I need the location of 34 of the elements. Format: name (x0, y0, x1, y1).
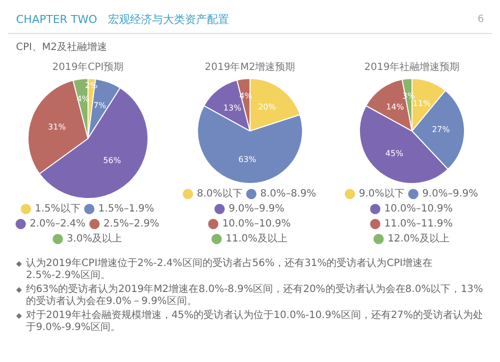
data-label: 31% (48, 122, 66, 132)
legend-label: 1.5%以下 (34, 202, 80, 215)
chart-title: 2019年CPI预期 (51, 60, 125, 74)
text: 6 (478, 14, 484, 25)
data-label: 63% (238, 154, 257, 164)
legend-label: 10.0%–10.9% (222, 218, 291, 230)
legend-label: 9.0%以下 (358, 188, 404, 200)
text: CPI、M2及社融增速 (15, 40, 108, 54)
text: CHAPTER TWO 宏观经济与大类资产配置 (16, 12, 230, 27)
chart-title: 2019年社融增速预期 (363, 60, 461, 74)
chart-title: 2019年M2增速预期 (204, 60, 296, 74)
legend-label: 9.0%–9.9% (228, 204, 284, 215)
text: 约63%的受访者认为2019年M2增速在8.0%-8.9%区间，还有20%的受访者认为会在8.0%以下，13%的受访者认为会在9.0%－9.9%区间。 (26, 284, 484, 308)
legend-label: 1.5%–1.9% (98, 204, 154, 215)
legend-label: 2.0%–2.4% (30, 218, 86, 230)
text: 认为2019年CPI增速位于2%-2.4%区间的受访者占56%，还有31%的受访者认为CPI增速在2.5%-2.9%区间。 (26, 258, 434, 282)
data-label: 56% (103, 156, 122, 166)
data-label: 45% (385, 148, 404, 158)
legend-label: 9.0%–9.9% (422, 188, 478, 200)
data-label: 20% (258, 102, 276, 112)
legend-label: 3.0%及以上 (66, 232, 122, 245)
legend-label: 8.0%以下 (196, 188, 242, 200)
legend-label: 2.5%–2.9% (104, 218, 160, 230)
data-label: 11% (412, 98, 432, 108)
text: 对于2019年社会融资规模增速，45%的受访者认为位于10.0%-10.9%区间，还有27%的受访者认为处于9.0%-9.9%区间。 (26, 310, 484, 334)
data-label: 27% (432, 125, 450, 134)
legend-label: 10.0%–10.9% (384, 204, 453, 215)
data-label: 14% (386, 102, 404, 112)
legend-label: 11.0%–11.9% (384, 218, 453, 230)
data-label: 13% (223, 103, 242, 112)
data-label: 7% (93, 100, 107, 110)
legend-label: 11.0%及以上 (226, 232, 288, 245)
legend-label: 12.0%及以上 (388, 232, 450, 245)
legend-label: 8.0%–8.9% (260, 188, 316, 200)
